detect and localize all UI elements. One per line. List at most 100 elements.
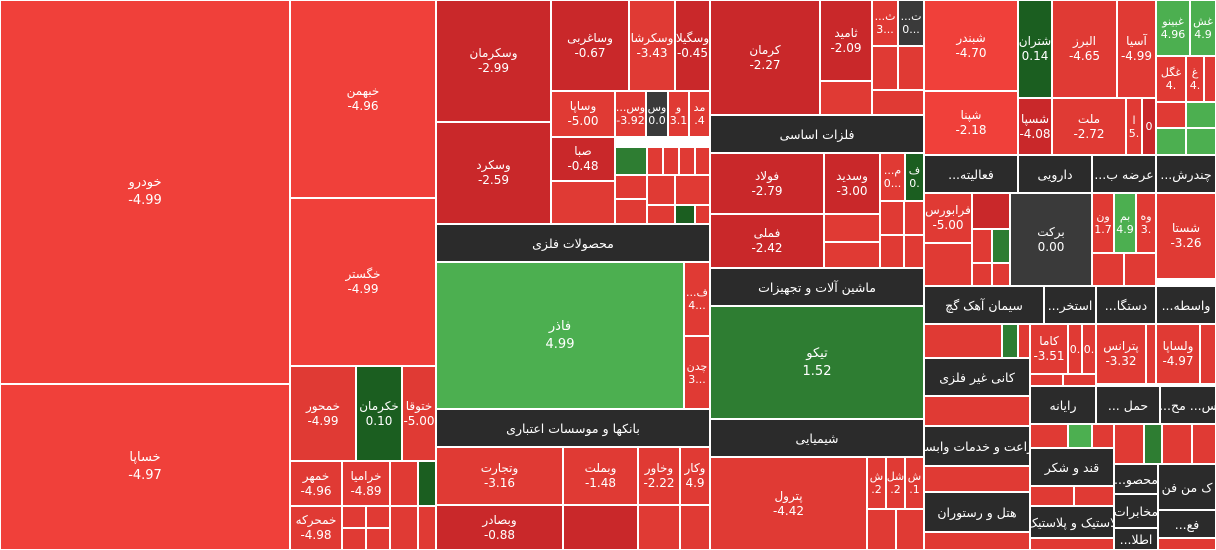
stock-tile[interactable] (1074, 486, 1114, 506)
stock-tile[interactable] (390, 506, 418, 550)
stock-tile[interactable]: 0. (1082, 324, 1096, 374)
stock-tile[interactable] (1204, 56, 1216, 102)
stock-tile[interactable]: و 3.1 (668, 91, 689, 137)
stock-tile[interactable]: ف... 4... (684, 262, 710, 336)
stock-tile[interactable]: چدن 3... (684, 336, 710, 409)
stock-tile[interactable] (896, 509, 924, 550)
stock-tile[interactable]: وس... -3.92 (615, 91, 646, 137)
stock-tile[interactable] (390, 461, 418, 506)
stock-tile[interactable]: شبندر -4.70 (924, 0, 1018, 91)
stock-tile[interactable]: بم 4.9 (1114, 193, 1136, 253)
stock-tile[interactable] (880, 235, 904, 268)
stock-tile[interactable] (1186, 128, 1216, 155)
stock-tile[interactable]: م... 0... (880, 153, 905, 201)
stock-tile[interactable]: وخاور -2.22 (638, 447, 680, 505)
stock-tile[interactable]: خراميا -4.89 (342, 461, 390, 506)
stock-tile[interactable] (418, 506, 436, 550)
stock-tile[interactable]: وسكرد -2.59 (436, 122, 551, 224)
stock-tile[interactable] (647, 205, 675, 224)
stock-tile[interactable]: خمحركه -4.98 (290, 506, 342, 550)
stock-tile[interactable]: شل .2 (886, 457, 905, 509)
stock-tile[interactable]: وبصادر -0.88 (436, 505, 563, 550)
stock-tile[interactable]: البرز -4.65 (1052, 0, 1117, 98)
stock-tile[interactable] (1092, 424, 1114, 448)
stock-tile[interactable]: وسكرمان -2.99 (436, 0, 551, 122)
stock-tile[interactable] (1030, 486, 1074, 506)
stock-tile[interactable]: خودرو -4.99 (0, 0, 290, 384)
stock-tile[interactable] (1030, 374, 1063, 386)
stock-tile[interactable] (824, 214, 880, 242)
stock-tile[interactable]: 0 (1142, 98, 1156, 155)
stock-tile[interactable]: خگستر -4.99 (290, 198, 436, 366)
stock-tile[interactable]: ملت -2.72 (1052, 98, 1126, 155)
stock-tile[interactable]: فاذر 4.99 (436, 262, 684, 409)
stock-tile[interactable] (872, 90, 924, 115)
stock-tile[interactable] (675, 205, 695, 224)
stock-tile[interactable]: پترانس -3.32 (1096, 324, 1146, 384)
stock-tile[interactable] (924, 243, 972, 286)
stock-tile[interactable]: وكار 4.9 (680, 447, 710, 505)
stock-tile[interactable] (924, 396, 1030, 426)
stock-tile[interactable]: غبينو 4.96 (1156, 0, 1190, 56)
stock-tile[interactable] (680, 505, 710, 550)
stock-tile[interactable]: وسگيلا -0.45 (675, 0, 710, 91)
stock-tile[interactable]: غگل 4. (1156, 56, 1186, 102)
stock-tile[interactable]: وس 0.0 (646, 91, 668, 137)
stock-tile[interactable]: ت... 0... (898, 0, 924, 46)
stock-tile[interactable]: فملی -2.42 (710, 214, 824, 268)
stock-tile[interactable] (647, 147, 663, 175)
stock-tile[interactable] (1156, 128, 1186, 155)
stock-tile[interactable] (675, 175, 710, 205)
stock-tile[interactable] (342, 528, 366, 550)
stock-tile[interactable]: ا 5. (1126, 98, 1142, 155)
stock-tile[interactable] (904, 235, 924, 268)
stock-tile[interactable]: كرمان -2.27 (710, 0, 820, 115)
stock-tile[interactable]: فولاد -2.79 (710, 153, 824, 214)
stock-tile[interactable] (679, 147, 695, 175)
stock-tile[interactable] (904, 201, 924, 235)
stock-tile[interactable] (695, 147, 710, 175)
stock-tile[interactable]: خمحور -4.99 (290, 366, 356, 461)
stock-tile[interactable]: شسپا -4.08 (1018, 98, 1052, 155)
stock-tile[interactable] (1068, 424, 1092, 448)
stock-tile[interactable] (366, 528, 390, 550)
stock-tile[interactable] (1030, 538, 1114, 550)
stock-tile[interactable] (992, 229, 1010, 263)
stock-tile[interactable] (924, 324, 1002, 358)
stock-tile[interactable]: 0. (1068, 324, 1082, 374)
stock-tile[interactable]: وه 3. (1136, 193, 1156, 253)
stock-tile[interactable]: غ 4. (1186, 56, 1204, 102)
stock-tile[interactable] (898, 46, 924, 90)
stock-tile[interactable]: ولساپا -4.97 (1156, 324, 1200, 384)
stock-tile[interactable] (1200, 324, 1216, 384)
stock-tile[interactable] (872, 46, 898, 90)
stock-tile[interactable] (551, 181, 615, 224)
stock-tile[interactable] (972, 193, 1010, 229)
stock-tile[interactable]: ش .2 (867, 457, 886, 509)
stock-tile[interactable] (647, 175, 675, 205)
stock-tile[interactable] (615, 147, 647, 175)
stock-tile[interactable] (820, 81, 872, 115)
stock-tile[interactable] (880, 201, 904, 235)
stock-tile[interactable]: خبهمن -4.96 (290, 0, 436, 198)
stock-tile[interactable]: غش 4.9 (1190, 0, 1216, 56)
stock-tile[interactable] (1192, 424, 1216, 464)
stock-tile[interactable] (563, 505, 638, 550)
stock-tile[interactable]: وساپا -5.00 (551, 91, 615, 137)
stock-tile[interactable]: شپنا -2.18 (924, 91, 1018, 155)
stock-tile[interactable]: وساغربی -0.67 (551, 0, 629, 91)
stock-tile[interactable] (695, 205, 710, 224)
stock-tile[interactable] (615, 199, 647, 224)
stock-tile[interactable]: وبملت -1.48 (563, 447, 638, 505)
stock-tile[interactable]: صبا -0.48 (551, 137, 615, 181)
stock-tile[interactable] (824, 242, 880, 268)
stock-tile[interactable] (1092, 253, 1124, 286)
stock-tile[interactable]: وتجارت -3.16 (436, 447, 563, 505)
stock-tile[interactable]: وسديد -3.00 (824, 153, 880, 214)
stock-tile[interactable]: ث... 3... (872, 0, 898, 46)
stock-tile[interactable]: وسكرشا -3.43 (629, 0, 675, 91)
stock-tile[interactable]: مد .4 (689, 91, 710, 137)
stock-tile[interactable]: شستا -3.26 (1156, 193, 1216, 279)
stock-tile[interactable] (1186, 102, 1216, 128)
stock-tile[interactable] (615, 175, 647, 199)
